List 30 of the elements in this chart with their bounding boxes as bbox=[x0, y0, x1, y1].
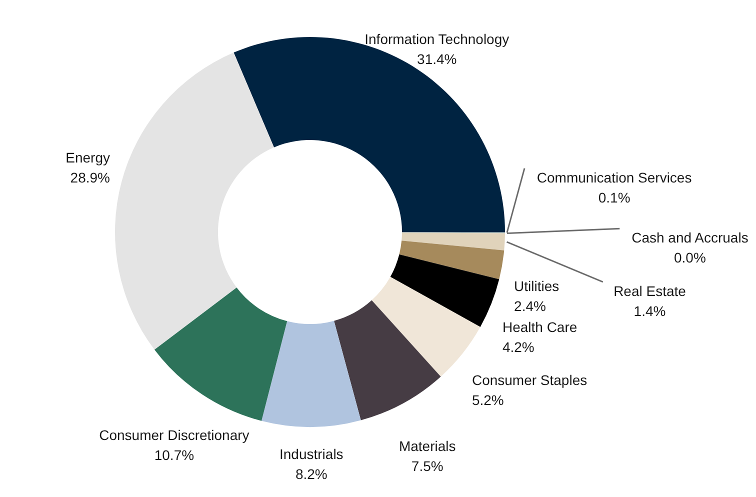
donut-slice bbox=[115, 52, 274, 350]
data-label: 4.2% bbox=[502, 339, 534, 356]
data-label: 7.5% bbox=[411, 458, 444, 474]
data-label: 2.4% bbox=[514, 298, 546, 314]
slice-label: Energy bbox=[66, 150, 110, 166]
slice-label: Industrials bbox=[279, 446, 344, 462]
slice-label: Consumer Staples bbox=[472, 372, 588, 388]
data-label: 10.7% bbox=[154, 446, 194, 463]
donut-slice bbox=[402, 232, 505, 250]
slice-label: Materials bbox=[398, 438, 456, 454]
data-label: 31.4% bbox=[417, 51, 457, 68]
data-label: 0.1% bbox=[598, 189, 630, 206]
donut-slice bbox=[334, 300, 441, 420]
slice-label: Information Technology bbox=[364, 31, 510, 48]
donut-slice bbox=[372, 276, 480, 377]
data-label: 1.4% bbox=[634, 302, 666, 319]
donut-slice bbox=[154, 287, 288, 421]
data-label: 5.2% bbox=[472, 392, 504, 408]
slice-label: Health Care bbox=[502, 319, 578, 336]
donut-slice bbox=[262, 320, 361, 427]
data-label: 8.2% bbox=[295, 466, 328, 482]
slice-label: Communication Services bbox=[536, 169, 692, 186]
donut-slice bbox=[390, 254, 500, 328]
data-label: 28.9% bbox=[70, 170, 110, 186]
text: 0.0% bbox=[674, 250, 706, 266]
slice-label: Utilities bbox=[514, 278, 560, 294]
slice-label: Consumer Discretionary bbox=[99, 426, 250, 443]
donut-slice bbox=[399, 240, 504, 280]
slice-label: Real Estate bbox=[614, 282, 686, 299]
category-label: Cash and Accruals bbox=[632, 230, 748, 246]
